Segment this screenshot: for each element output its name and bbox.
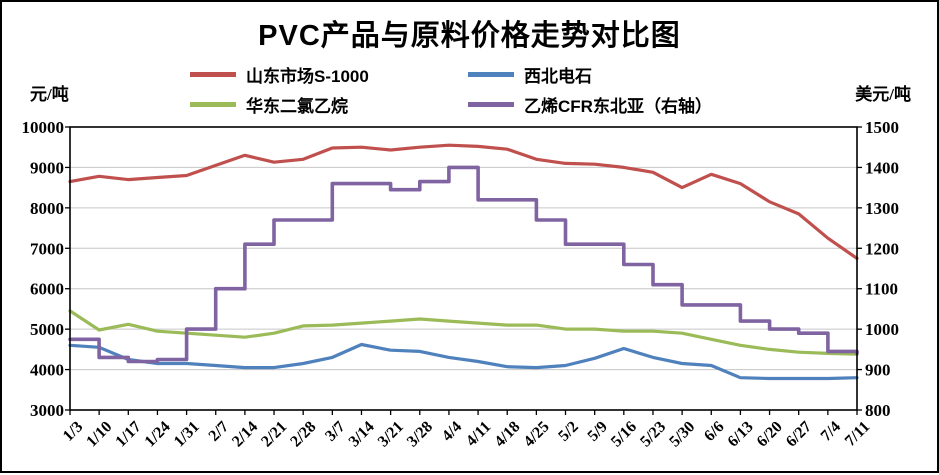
right-axis-unit: 美元/吨 [855,85,911,104]
x-axis-tick-label: 2/7 [206,418,232,444]
legend-swatch-green-line [190,102,236,107]
plot-border [69,126,858,411]
x-axis-tick-label: 3/28 [404,418,436,450]
right-axis-tick-label: 1300 [865,199,899,218]
chart-title: PVC产品与原料价格走势对比图 [258,20,681,52]
x-axis-tick-label: 7/11 [842,418,874,450]
x-axis-tick-label: 1/10 [83,418,115,450]
series-line-2 [68,309,859,356]
x-axis-tick-label: 6/13 [725,418,757,450]
left-axis-tick-label: 8000 [30,199,64,218]
right-axis-tick-label: 1000 [865,320,899,339]
series-line-1 [68,342,859,381]
legend-item-xibei-dianshi: 西北电石 [468,62,712,87]
right-axis-tick-label: 800 [865,401,891,420]
series-line-0 [68,143,859,260]
left-axis-unit: 元/吨 [30,85,69,104]
left-axis-tick-label: 3000 [30,401,64,420]
left-axis-tick-label: 9000 [30,158,64,177]
x-axis-tick-label: 5/2 [555,418,581,444]
x-axis-tick-label: 4/11 [463,418,495,450]
series-line-3 [68,165,859,364]
x-axis-tick-label: 5/16 [608,418,640,450]
right-axis-tick-label: 900 [865,361,891,380]
x-axis-tick-label: 5/30 [666,418,698,450]
x-axis-tick-label: 1/3 [60,418,86,444]
legend-label: 西北电石 [524,67,592,86]
legend: 山东市场S-1000 西北电石 华东二氯乙烷 乙烯CFR东北亚（右轴） [190,62,712,117]
x-axis-tick-label: 5/23 [637,418,669,450]
x-axis-tick-label: 4/4 [439,418,465,444]
left-axis-tick-label: 4000 [30,361,64,380]
right-axis-tick-label: 1500 [865,118,899,137]
x-axis-tick-label: 1/24 [142,418,174,450]
x-axis-tick-label: 7/4 [818,418,844,444]
x-axis-tick-label: 4/25 [521,418,553,450]
left-axis-tick-label: 10000 [22,118,65,137]
legend-label: 山东市场S-1000 [246,67,369,86]
x-axis-tick-label: 4/18 [491,418,523,450]
x-axis-tick-label: 5/9 [584,418,610,444]
x-axis-tick-label: 3/21 [375,418,407,450]
legend-label: 乙烯CFR东北亚（右轴） [524,97,712,116]
x-axis-tick-label: 3/7 [322,418,348,444]
legend-swatch-blue-line [468,72,514,77]
legend-item-ethylene-cfr: 乙烯CFR东北亚（右轴） [468,92,712,117]
x-axis-tick-label: 1/17 [112,418,144,450]
legend-item-huadong-edc: 华东二氯乙烷 [190,92,468,117]
right-axis-tick-label: 1400 [865,158,899,177]
right-axis-tick-label: 1200 [865,239,899,258]
x-axis-tick-label: 3/14 [346,418,378,450]
right-axis-tick-label: 1100 [865,280,898,299]
x-axis-tick-label: 1/31 [171,418,203,450]
x-axis-tick-label: 2/14 [229,418,261,450]
left-axis-tick-label: 6000 [30,280,64,299]
x-axis-tick-label: 6/6 [701,418,727,444]
x-axis-tick-label: 6/20 [754,418,786,450]
legend-item-shandong-s1000: 山东市场S-1000 [190,62,468,87]
legend-swatch-red-line [190,72,236,77]
x-axis-tick-label: 2/21 [258,418,290,450]
left-axis-tick-label: 7000 [30,239,64,258]
x-axis-tick-label: 2/28 [287,418,319,450]
legend-label: 华东二氯乙烷 [246,97,348,116]
x-axis-tick-label: 6/27 [783,418,815,450]
legend-swatch-purple-line [468,102,514,107]
left-axis-tick-label: 5000 [30,320,64,339]
